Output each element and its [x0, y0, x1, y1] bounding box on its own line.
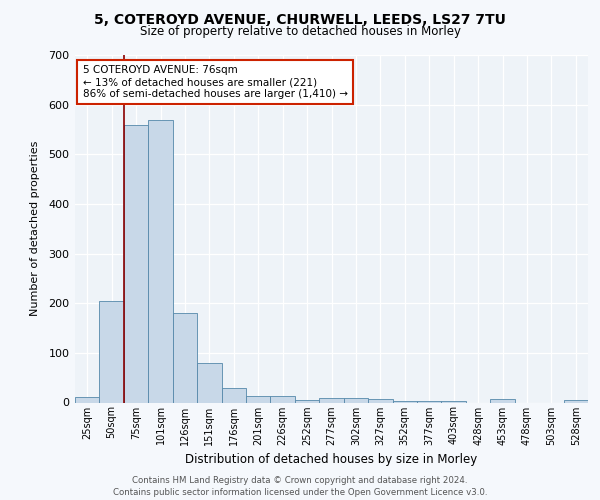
Bar: [319, 398, 344, 402]
Bar: [417, 401, 442, 402]
Bar: [197, 363, 221, 403]
Bar: [368, 398, 392, 402]
Bar: [246, 396, 271, 402]
Bar: [124, 124, 148, 402]
Y-axis label: Number of detached properties: Number of detached properties: [30, 141, 40, 316]
Text: 5 COTEROYD AVENUE: 76sqm
← 13% of detached houses are smaller (221)
86% of semi-: 5 COTEROYD AVENUE: 76sqm ← 13% of detach…: [83, 66, 347, 98]
Bar: [344, 398, 368, 402]
Bar: [295, 400, 319, 402]
Bar: [173, 313, 197, 402]
Bar: [148, 120, 173, 403]
Text: Size of property relative to detached houses in Morley: Size of property relative to detached ho…: [139, 25, 461, 38]
Bar: [442, 401, 466, 402]
X-axis label: Distribution of detached houses by size in Morley: Distribution of detached houses by size …: [185, 453, 478, 466]
Text: Contains HM Land Registry data © Crown copyright and database right 2024.: Contains HM Land Registry data © Crown c…: [132, 476, 468, 485]
Bar: [221, 388, 246, 402]
Bar: [490, 399, 515, 402]
Text: 5, COTEROYD AVENUE, CHURWELL, LEEDS, LS27 7TU: 5, COTEROYD AVENUE, CHURWELL, LEEDS, LS2…: [94, 12, 506, 26]
Bar: [271, 396, 295, 402]
Bar: [75, 396, 100, 402]
Bar: [392, 401, 417, 402]
Bar: [563, 400, 588, 402]
Text: Contains public sector information licensed under the Open Government Licence v3: Contains public sector information licen…: [113, 488, 487, 497]
Bar: [100, 300, 124, 402]
